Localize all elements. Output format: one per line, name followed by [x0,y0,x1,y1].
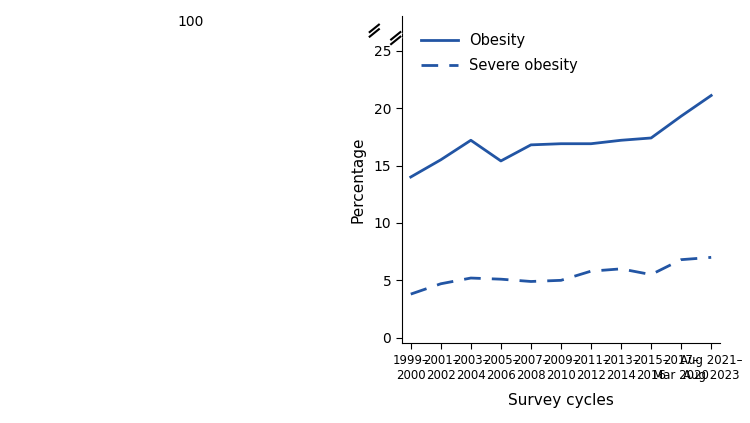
Text: 100: 100 [178,15,204,29]
X-axis label: Survey cycles: Survey cycles [508,393,614,408]
Y-axis label: Percentage: Percentage [350,137,365,223]
Legend: Obesity, Severe obesity: Obesity, Severe obesity [416,27,584,79]
